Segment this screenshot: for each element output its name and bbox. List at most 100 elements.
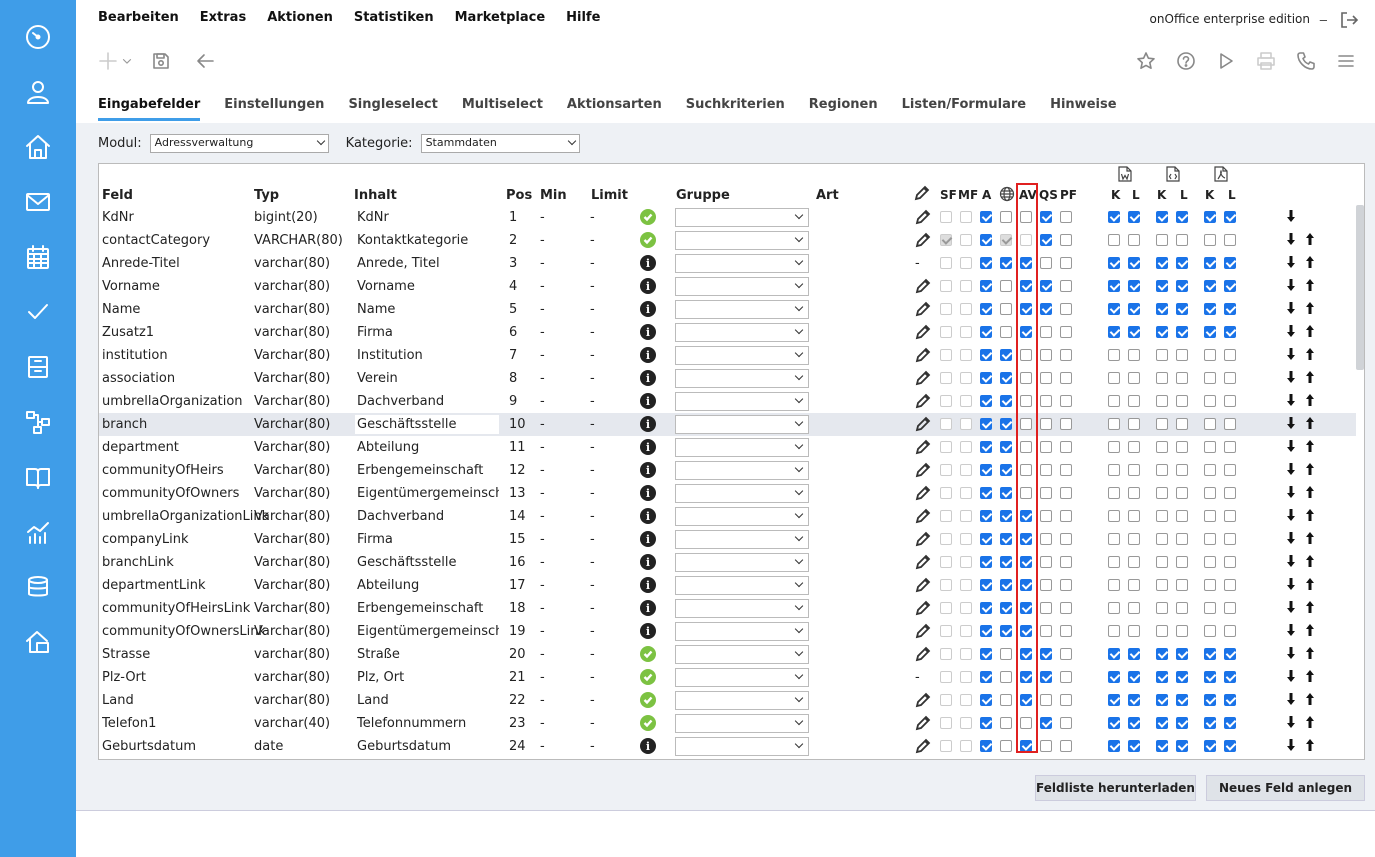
- checkbox-l1[interactable]: [1128, 349, 1140, 361]
- checkbox-a[interactable]: [980, 395, 992, 407]
- checkbox-web[interactable]: [1000, 694, 1012, 706]
- checkbox-web[interactable]: [1000, 464, 1012, 476]
- tab-singleselect[interactable]: Singleselect: [348, 97, 438, 112]
- check-circle-icon[interactable]: [640, 692, 656, 708]
- property-icon[interactable]: [22, 626, 54, 658]
- arrow-up-icon[interactable]: [1305, 301, 1315, 315]
- check-circle-icon[interactable]: [640, 646, 656, 662]
- menu-hilfe[interactable]: Hilfe: [566, 10, 601, 25]
- pencil-icon[interactable]: [915, 623, 931, 639]
- checkbox-mf[interactable]: [960, 441, 972, 453]
- checkbox-l1[interactable]: [1128, 556, 1140, 568]
- checkbox-av[interactable]: [1020, 740, 1032, 752]
- field-pos[interactable]: 13: [509, 486, 526, 501]
- arrow-down-icon[interactable]: [1286, 209, 1296, 223]
- checkbox-web[interactable]: [1000, 556, 1012, 568]
- info-icon[interactable]: i: [640, 623, 656, 639]
- checkbox-l1[interactable]: [1128, 441, 1140, 453]
- checkbox-sf[interactable]: [940, 257, 952, 269]
- checkbox-k3[interactable]: [1204, 418, 1216, 430]
- checkbox-k2[interactable]: [1156, 648, 1168, 660]
- checkbox-pf[interactable]: [1060, 602, 1072, 614]
- checkbox-l2[interactable]: [1176, 648, 1188, 660]
- checkbox-av[interactable]: [1020, 303, 1032, 315]
- checkbox-sf[interactable]: [940, 211, 952, 223]
- arrow-down-icon[interactable]: [1286, 255, 1296, 269]
- checkbox-web[interactable]: [1000, 280, 1012, 292]
- checkbox-a[interactable]: [980, 349, 992, 361]
- table-row[interactable]: Strasse varchar(80) Straße 20- -: [99, 643, 1356, 666]
- checkbox-l3[interactable]: [1224, 372, 1236, 384]
- modul-select[interactable]: Adressverwaltung: [149, 134, 329, 153]
- checkbox-a[interactable]: [980, 510, 992, 522]
- field-pos[interactable]: 14: [509, 509, 526, 524]
- checkbox-k3[interactable]: [1204, 487, 1216, 499]
- checkbox-k1[interactable]: [1108, 372, 1120, 384]
- pencil-icon[interactable]: [915, 600, 931, 616]
- minimize-button[interactable]: –: [1319, 12, 1327, 27]
- pencil-icon[interactable]: [915, 324, 931, 340]
- database-icon[interactable]: [22, 571, 54, 603]
- checkbox-av[interactable]: [1020, 326, 1032, 338]
- pencil-icon[interactable]: [915, 439, 931, 455]
- checkbox-pf[interactable]: [1060, 717, 1072, 729]
- arrow-up-icon[interactable]: [1305, 439, 1315, 453]
- table-row[interactable]: Telefon1 varchar(40) Telefonnummern 23- -: [99, 712, 1356, 735]
- checkbox-a[interactable]: [980, 579, 992, 591]
- help-icon[interactable]: [1175, 50, 1197, 72]
- checkbox-av[interactable]: [1020, 625, 1032, 637]
- checkbox-web[interactable]: [1000, 533, 1012, 545]
- checkbox-k2[interactable]: [1156, 257, 1168, 269]
- gruppe-select[interactable]: [675, 691, 809, 710]
- checkbox-qs[interactable]: [1040, 579, 1052, 591]
- field-pos[interactable]: 3: [509, 256, 518, 271]
- checkbox-k2[interactable]: [1156, 395, 1168, 407]
- checkbox-sf[interactable]: [940, 556, 952, 568]
- field-label-input[interactable]: Dachverband: [357, 509, 445, 524]
- checkbox-l2[interactable]: [1176, 234, 1188, 246]
- arrow-down-icon[interactable]: [1286, 439, 1296, 453]
- checkbox-k1[interactable]: [1108, 740, 1120, 752]
- add-icon[interactable]: [97, 50, 119, 72]
- checkbox-qs[interactable]: [1040, 418, 1052, 430]
- checkbox-k2[interactable]: [1156, 694, 1168, 706]
- field-pos[interactable]: 15: [509, 532, 526, 547]
- header-l3[interactable]: L: [1228, 188, 1236, 202]
- checkbox-l3[interactable]: [1224, 694, 1236, 706]
- checkbox-web[interactable]: [1000, 625, 1012, 637]
- checkbox-l3[interactable]: [1224, 625, 1236, 637]
- hamburger-menu-icon[interactable]: [1335, 50, 1357, 72]
- field-label-input[interactable]: KdNr: [357, 210, 389, 225]
- check-circle-icon[interactable]: [640, 715, 656, 731]
- field-pos[interactable]: 20: [509, 647, 526, 662]
- checkbox-av[interactable]: [1020, 717, 1032, 729]
- checkbox-k1[interactable]: [1108, 533, 1120, 545]
- checkbox-k3[interactable]: [1204, 556, 1216, 568]
- checkbox-a[interactable]: [980, 211, 992, 223]
- header-k3[interactable]: K: [1205, 188, 1215, 202]
- checkbox-mf[interactable]: [960, 671, 972, 683]
- check-circle-icon[interactable]: [640, 232, 656, 248]
- checkbox-l2[interactable]: [1176, 395, 1188, 407]
- arrow-down-icon[interactable]: [1286, 531, 1296, 545]
- checkbox-av[interactable]: [1020, 556, 1032, 568]
- checkbox-k2[interactable]: [1156, 740, 1168, 752]
- checkbox-sf[interactable]: [940, 671, 952, 683]
- checkbox-l3[interactable]: [1224, 579, 1236, 591]
- checkbox-qs[interactable]: [1040, 464, 1052, 476]
- checkbox-l3[interactable]: [1224, 510, 1236, 522]
- arrow-up-icon[interactable]: [1305, 324, 1315, 338]
- header-l2[interactable]: L: [1180, 188, 1188, 202]
- checkbox-pf[interactable]: [1060, 671, 1072, 683]
- checkbox-av[interactable]: [1020, 487, 1032, 499]
- arrow-up-icon[interactable]: [1305, 623, 1315, 637]
- checkbox-mf[interactable]: [960, 740, 972, 752]
- field-pos[interactable]: 9: [509, 394, 518, 409]
- play-icon[interactable]: [1215, 50, 1237, 72]
- checkbox-a[interactable]: [980, 303, 992, 315]
- checkbox-sf[interactable]: [940, 602, 952, 614]
- gruppe-select[interactable]: [675, 277, 809, 296]
- gruppe-select[interactable]: [675, 714, 809, 733]
- checkbox-pf[interactable]: [1060, 648, 1072, 660]
- checkbox-k1[interactable]: [1108, 349, 1120, 361]
